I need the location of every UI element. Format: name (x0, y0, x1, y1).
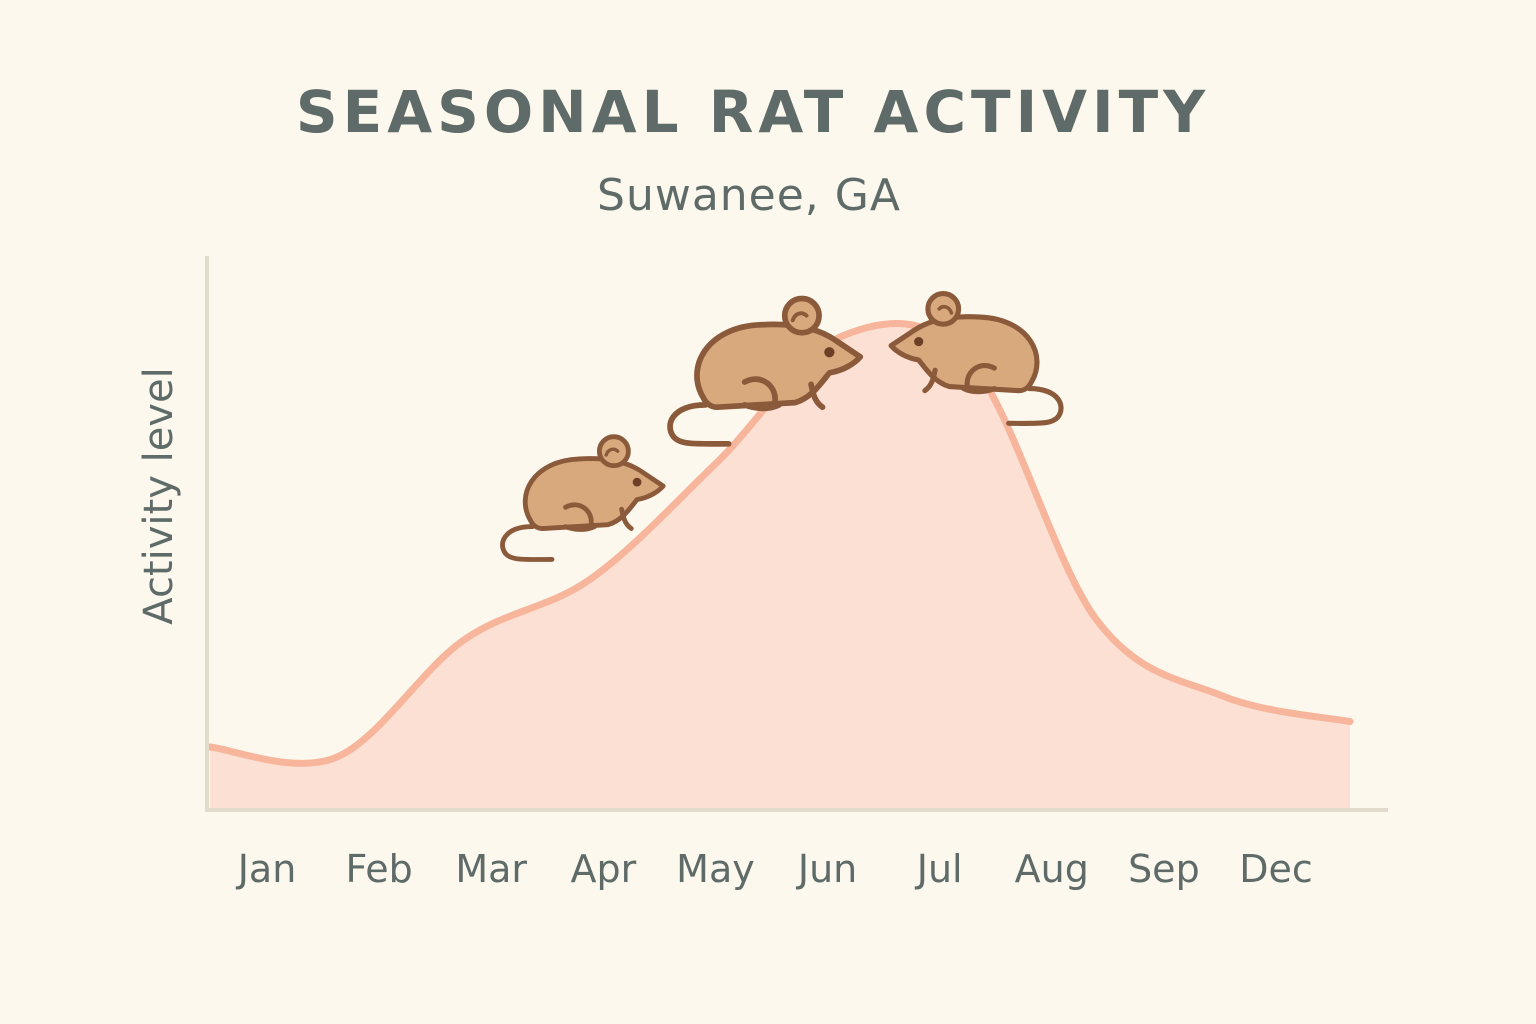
activity-area-fill (210, 323, 1350, 808)
y-axis-label: Activity level (136, 367, 182, 624)
x-tick-label-feb: Feb (345, 847, 412, 891)
chart-subtitle: Suwanee, GA (597, 170, 901, 221)
chart-title: SEASONAL RAT ACTIVITY (295, 78, 1211, 146)
x-tick-label-apr: Apr (570, 847, 636, 891)
x-tick-label-mar: Mar (455, 847, 527, 891)
x-tick-label-aug: Aug (1015, 847, 1089, 891)
x-tick-label-jun: Jun (796, 847, 857, 891)
x-tick-label-may: May (676, 847, 755, 891)
x-tick-label-dec: Dec (1239, 847, 1313, 891)
x-tick-label-jan: Jan (236, 847, 297, 891)
x-tick-label-sep: Sep (1128, 847, 1200, 891)
x-axis-ticks: Jan Feb Mar Apr May Jun Jul Aug Sep Dec (236, 847, 1313, 891)
x-tick-label-jul: Jul (915, 847, 963, 891)
